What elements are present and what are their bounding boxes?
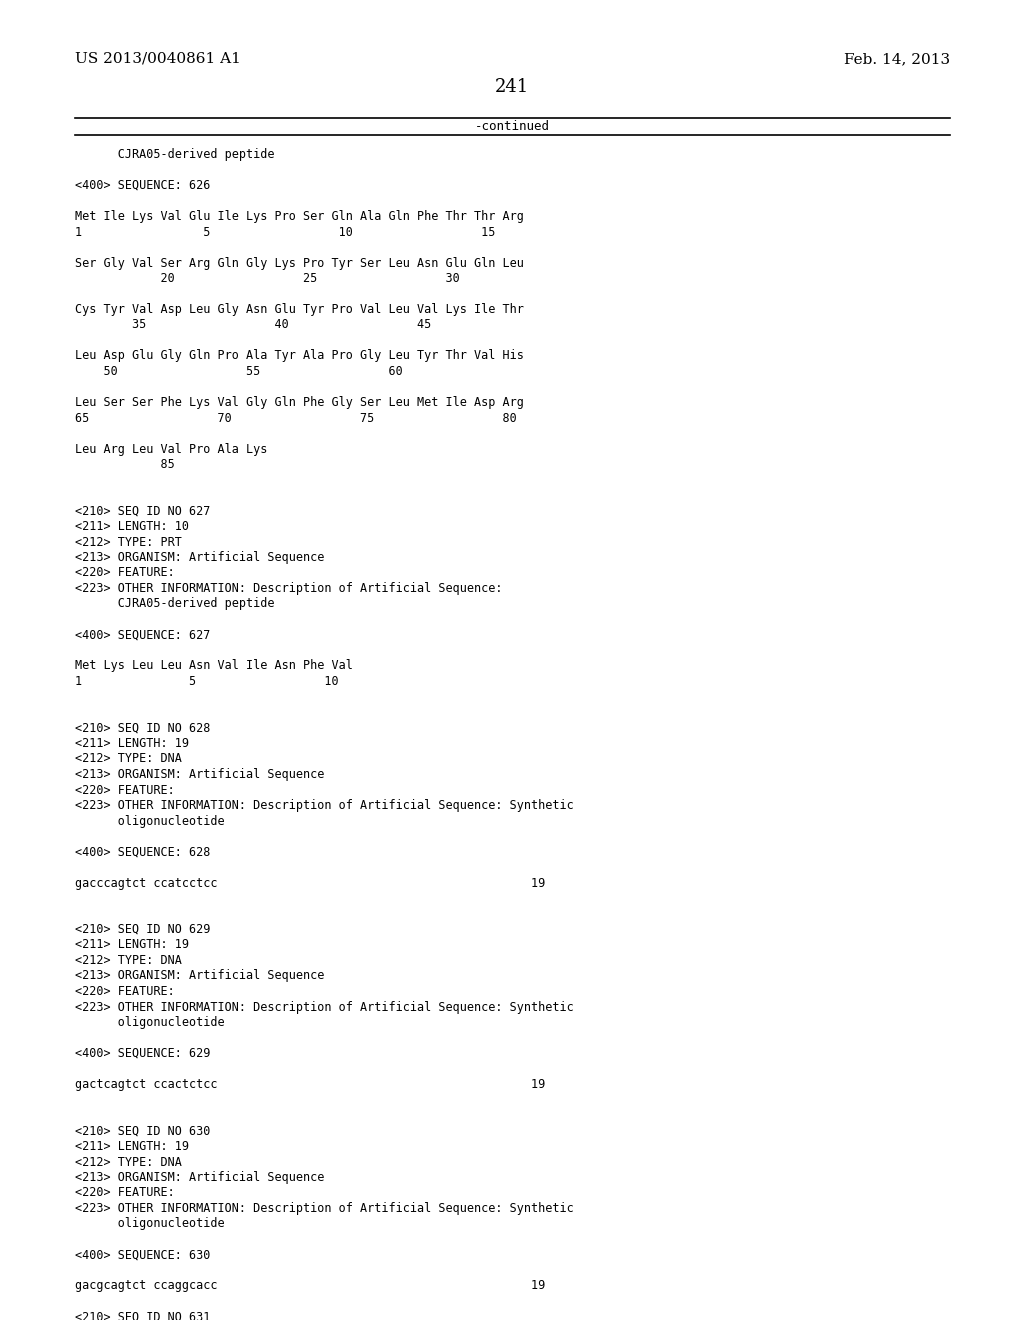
Text: 1               5                  10: 1 5 10	[75, 675, 339, 688]
Text: 65                  70                  75                  80: 65 70 75 80	[75, 412, 517, 425]
Text: <213> ORGANISM: Artificial Sequence: <213> ORGANISM: Artificial Sequence	[75, 768, 325, 781]
Text: <210> SEQ ID NO 630: <210> SEQ ID NO 630	[75, 1125, 210, 1138]
Text: <220> FEATURE:: <220> FEATURE:	[75, 784, 175, 796]
Text: <210> SEQ ID NO 631: <210> SEQ ID NO 631	[75, 1311, 210, 1320]
Text: <400> SEQUENCE: 629: <400> SEQUENCE: 629	[75, 1047, 210, 1060]
Text: oligonucleotide: oligonucleotide	[75, 814, 224, 828]
Text: Met Lys Leu Leu Asn Val Ile Asn Phe Val: Met Lys Leu Leu Asn Val Ile Asn Phe Val	[75, 660, 353, 672]
Text: Leu Asp Glu Gly Gln Pro Ala Tyr Ala Pro Gly Leu Tyr Thr Val His: Leu Asp Glu Gly Gln Pro Ala Tyr Ala Pro …	[75, 350, 524, 363]
Text: <213> ORGANISM: Artificial Sequence: <213> ORGANISM: Artificial Sequence	[75, 969, 325, 982]
Text: CJRA05-derived peptide: CJRA05-derived peptide	[75, 598, 274, 610]
Text: US 2013/0040861 A1: US 2013/0040861 A1	[75, 51, 241, 66]
Text: 35                  40                  45: 35 40 45	[75, 318, 431, 331]
Text: <210> SEQ ID NO 627: <210> SEQ ID NO 627	[75, 504, 210, 517]
Text: <220> FEATURE:: <220> FEATURE:	[75, 985, 175, 998]
Text: <212> TYPE: DNA: <212> TYPE: DNA	[75, 752, 182, 766]
Text: 241: 241	[495, 78, 529, 96]
Text: <211> LENGTH: 19: <211> LENGTH: 19	[75, 939, 189, 952]
Text: <212> TYPE: DNA: <212> TYPE: DNA	[75, 1155, 182, 1168]
Text: 85: 85	[75, 458, 175, 471]
Text: gacgcagtct ccaggcacc                                            19: gacgcagtct ccaggcacc 19	[75, 1279, 545, 1292]
Text: <211> LENGTH: 10: <211> LENGTH: 10	[75, 520, 189, 533]
Text: Leu Ser Ser Phe Lys Val Gly Gln Phe Gly Ser Leu Met Ile Asp Arg: Leu Ser Ser Phe Lys Val Gly Gln Phe Gly …	[75, 396, 524, 409]
Text: <223> OTHER INFORMATION: Description of Artificial Sequence:: <223> OTHER INFORMATION: Description of …	[75, 582, 503, 595]
Text: <223> OTHER INFORMATION: Description of Artificial Sequence: Synthetic: <223> OTHER INFORMATION: Description of …	[75, 799, 573, 812]
Text: Ser Gly Val Ser Arg Gln Gly Lys Pro Tyr Ser Leu Asn Glu Gln Leu: Ser Gly Val Ser Arg Gln Gly Lys Pro Tyr …	[75, 256, 524, 269]
Text: <212> TYPE: PRT: <212> TYPE: PRT	[75, 536, 182, 549]
Text: oligonucleotide: oligonucleotide	[75, 1016, 224, 1030]
Text: <213> ORGANISM: Artificial Sequence: <213> ORGANISM: Artificial Sequence	[75, 550, 325, 564]
Text: 50                  55                  60: 50 55 60	[75, 366, 402, 378]
Text: <223> OTHER INFORMATION: Description of Artificial Sequence: Synthetic: <223> OTHER INFORMATION: Description of …	[75, 1203, 573, 1214]
Text: CJRA05-derived peptide: CJRA05-derived peptide	[75, 148, 274, 161]
Text: gacccagtct ccatcctcc                                            19: gacccagtct ccatcctcc 19	[75, 876, 545, 890]
Text: -continued: -continued	[474, 120, 550, 133]
Text: <400> SEQUENCE: 630: <400> SEQUENCE: 630	[75, 1249, 210, 1262]
Text: 20                  25                  30: 20 25 30	[75, 272, 460, 285]
Text: Leu Arg Leu Val Pro Ala Lys: Leu Arg Leu Val Pro Ala Lys	[75, 442, 267, 455]
Text: <210> SEQ ID NO 628: <210> SEQ ID NO 628	[75, 722, 210, 734]
Text: <400> SEQUENCE: 628: <400> SEQUENCE: 628	[75, 846, 210, 858]
Text: Cys Tyr Val Asp Leu Gly Asn Glu Tyr Pro Val Leu Val Lys Ile Thr: Cys Tyr Val Asp Leu Gly Asn Glu Tyr Pro …	[75, 304, 524, 315]
Text: <223> OTHER INFORMATION: Description of Artificial Sequence: Synthetic: <223> OTHER INFORMATION: Description of …	[75, 1001, 573, 1014]
Text: <210> SEQ ID NO 629: <210> SEQ ID NO 629	[75, 923, 210, 936]
Text: oligonucleotide: oligonucleotide	[75, 1217, 224, 1230]
Text: <211> LENGTH: 19: <211> LENGTH: 19	[75, 737, 189, 750]
Text: <400> SEQUENCE: 626: <400> SEQUENCE: 626	[75, 180, 210, 191]
Text: <211> LENGTH: 19: <211> LENGTH: 19	[75, 1140, 189, 1152]
Text: <212> TYPE: DNA: <212> TYPE: DNA	[75, 954, 182, 968]
Text: <220> FEATURE:: <220> FEATURE:	[75, 566, 175, 579]
Text: Met Ile Lys Val Glu Ile Lys Pro Ser Gln Ala Gln Phe Thr Thr Arg: Met Ile Lys Val Glu Ile Lys Pro Ser Gln …	[75, 210, 524, 223]
Text: <213> ORGANISM: Artificial Sequence: <213> ORGANISM: Artificial Sequence	[75, 1171, 325, 1184]
Text: 1                 5                  10                  15: 1 5 10 15	[75, 226, 496, 239]
Text: <400> SEQUENCE: 627: <400> SEQUENCE: 627	[75, 628, 210, 642]
Text: <220> FEATURE:: <220> FEATURE:	[75, 1187, 175, 1200]
Text: gactcagtct ccactctcc                                            19: gactcagtct ccactctcc 19	[75, 1078, 545, 1092]
Text: Feb. 14, 2013: Feb. 14, 2013	[844, 51, 950, 66]
